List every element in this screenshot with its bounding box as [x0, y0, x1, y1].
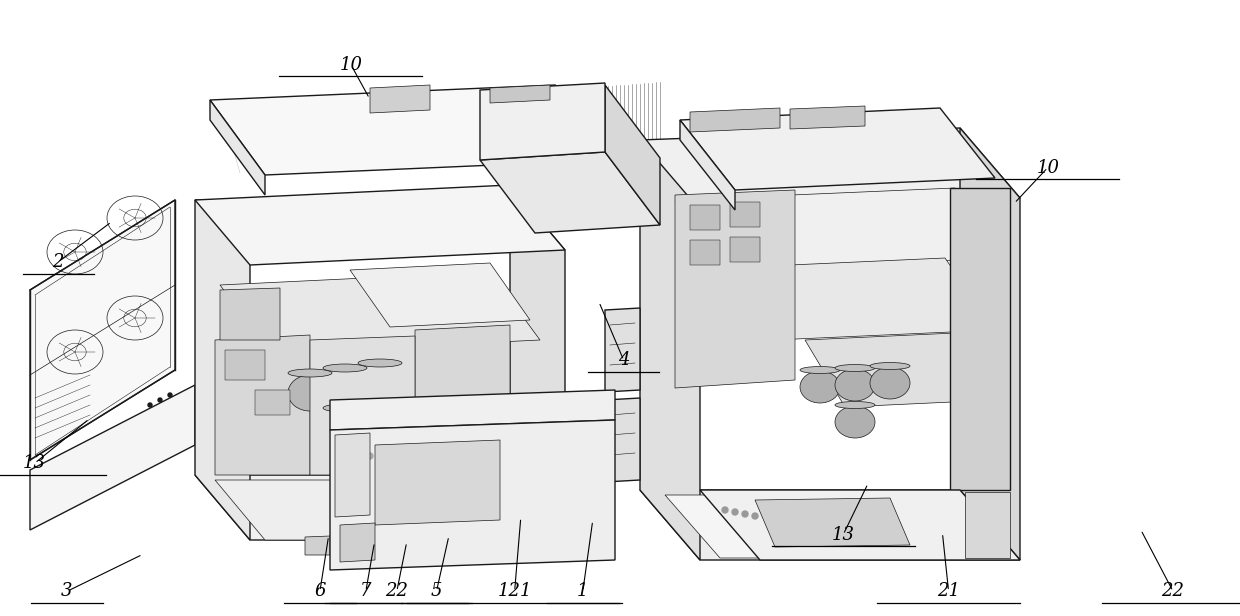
Polygon shape — [680, 108, 994, 190]
Circle shape — [751, 513, 758, 519]
Polygon shape — [950, 188, 1011, 490]
Polygon shape — [350, 263, 529, 327]
Polygon shape — [210, 100, 265, 195]
Ellipse shape — [288, 369, 332, 377]
Polygon shape — [340, 523, 374, 562]
Polygon shape — [675, 190, 795, 388]
Polygon shape — [490, 85, 551, 103]
Polygon shape — [556, 85, 610, 180]
Polygon shape — [665, 495, 1011, 558]
Polygon shape — [805, 333, 994, 407]
Polygon shape — [480, 83, 605, 160]
Polygon shape — [219, 288, 280, 340]
Polygon shape — [701, 490, 1021, 560]
Bar — [689, 240, 720, 265]
Polygon shape — [605, 85, 660, 225]
Circle shape — [167, 393, 172, 397]
Text: 2: 2 — [52, 253, 64, 271]
Ellipse shape — [322, 370, 367, 406]
Polygon shape — [30, 385, 195, 530]
Polygon shape — [224, 350, 265, 380]
Text: 4: 4 — [618, 351, 630, 370]
Circle shape — [357, 451, 363, 457]
Polygon shape — [680, 120, 735, 210]
Text: 22: 22 — [1162, 582, 1184, 601]
Text: 7: 7 — [360, 582, 372, 601]
Polygon shape — [790, 106, 866, 129]
Polygon shape — [480, 152, 660, 233]
Ellipse shape — [322, 410, 367, 446]
Polygon shape — [510, 185, 565, 540]
Circle shape — [337, 447, 343, 453]
Circle shape — [367, 453, 373, 459]
Circle shape — [742, 511, 748, 517]
Ellipse shape — [322, 404, 367, 412]
Text: 3: 3 — [61, 582, 73, 601]
Polygon shape — [689, 108, 780, 132]
Text: 13: 13 — [24, 454, 46, 472]
Ellipse shape — [835, 365, 875, 371]
Polygon shape — [305, 536, 330, 555]
Polygon shape — [415, 325, 510, 475]
Polygon shape — [965, 492, 1011, 558]
Text: 22: 22 — [386, 582, 408, 601]
Circle shape — [347, 449, 353, 455]
Polygon shape — [255, 390, 290, 415]
Polygon shape — [330, 390, 615, 430]
Polygon shape — [960, 128, 1021, 560]
Ellipse shape — [870, 367, 910, 399]
Ellipse shape — [322, 364, 367, 372]
Ellipse shape — [800, 371, 839, 403]
Ellipse shape — [800, 367, 839, 373]
Circle shape — [732, 509, 738, 515]
Circle shape — [148, 403, 153, 407]
Bar — [730, 237, 760, 262]
Polygon shape — [675, 188, 1011, 270]
Text: 6: 6 — [314, 582, 326, 601]
Polygon shape — [605, 398, 640, 482]
Ellipse shape — [288, 375, 332, 411]
Text: 1: 1 — [577, 582, 589, 601]
Polygon shape — [370, 85, 430, 113]
Text: 13: 13 — [832, 525, 854, 544]
Bar — [689, 205, 720, 230]
Ellipse shape — [835, 402, 875, 408]
Polygon shape — [335, 433, 370, 517]
Circle shape — [722, 507, 728, 513]
Polygon shape — [640, 140, 701, 560]
Ellipse shape — [870, 362, 910, 370]
Ellipse shape — [358, 359, 402, 367]
Ellipse shape — [835, 369, 875, 401]
Polygon shape — [210, 85, 610, 175]
Ellipse shape — [835, 406, 875, 438]
Polygon shape — [30, 200, 175, 460]
Text: 5: 5 — [430, 582, 443, 601]
Polygon shape — [605, 308, 640, 392]
Polygon shape — [195, 185, 565, 265]
Polygon shape — [219, 272, 539, 353]
Text: 10: 10 — [340, 55, 362, 74]
Circle shape — [157, 398, 162, 402]
Polygon shape — [680, 258, 994, 342]
Polygon shape — [374, 440, 500, 525]
Polygon shape — [195, 475, 565, 540]
Polygon shape — [310, 336, 415, 475]
Polygon shape — [640, 490, 1021, 560]
Text: 21: 21 — [937, 582, 960, 601]
Ellipse shape — [358, 365, 402, 401]
Polygon shape — [330, 420, 615, 570]
Polygon shape — [755, 498, 910, 547]
Polygon shape — [640, 128, 1021, 210]
Polygon shape — [195, 200, 250, 540]
Text: 10: 10 — [1037, 158, 1059, 177]
Text: 121: 121 — [497, 582, 532, 601]
Polygon shape — [215, 480, 556, 540]
Polygon shape — [340, 533, 379, 560]
Polygon shape — [215, 335, 310, 475]
Bar — [730, 202, 760, 227]
